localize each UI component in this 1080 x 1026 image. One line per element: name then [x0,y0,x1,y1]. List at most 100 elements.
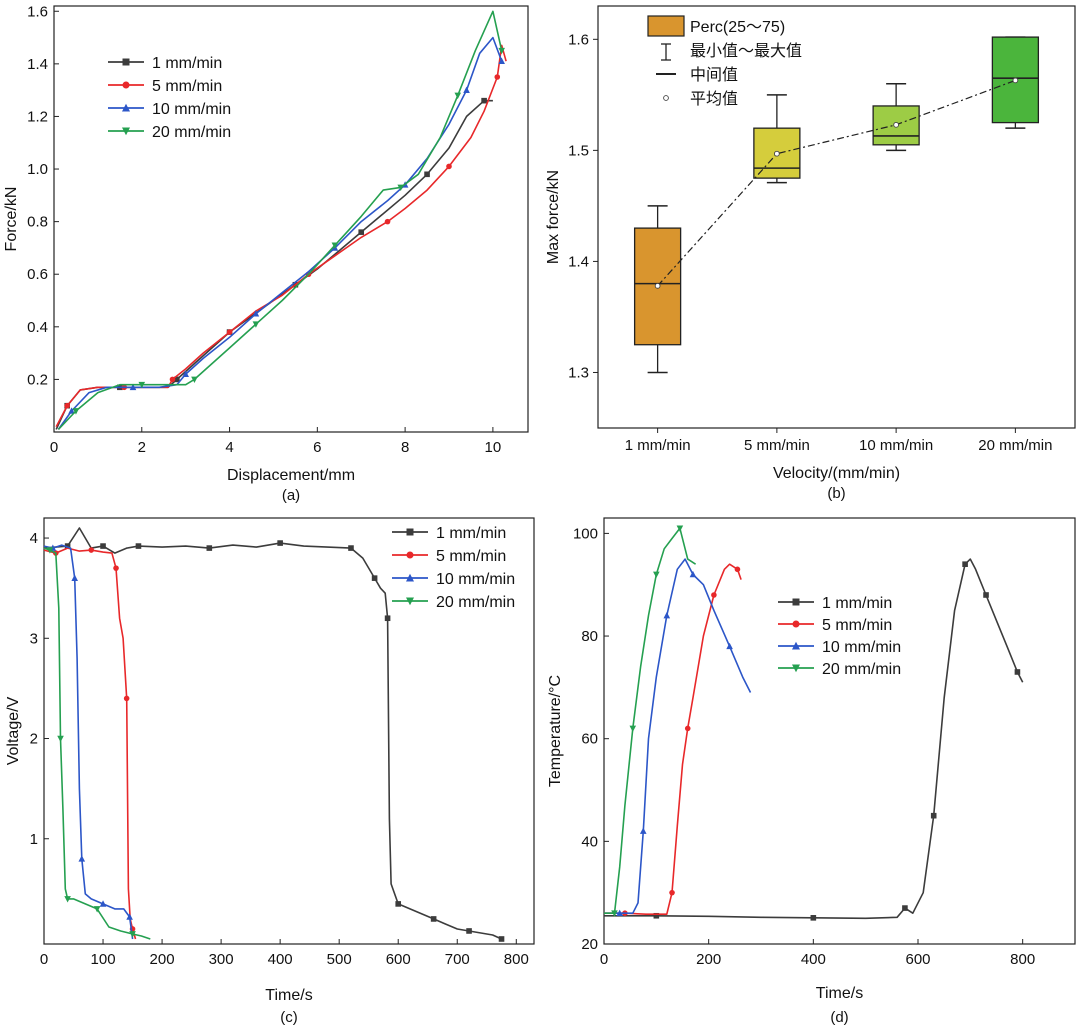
y-tick-label-b: 1.6 [568,31,589,48]
data-point-d-0 [810,915,817,921]
x-tick-label-a: 0 [50,439,58,456]
series-line-a-2 [57,36,503,430]
data-point-d-2 [726,642,733,650]
data-point-c-3 [129,931,136,938]
y-tick-label-c: 1 [30,831,38,848]
data-point-d-0 [902,905,908,911]
legend-mean-swatch [663,95,669,101]
data-point-a-2 [68,407,75,414]
data-point-c-0 [466,928,472,934]
x-tick-label-d: 400 [801,951,826,968]
y-tick-label-c: 2 [30,731,38,748]
legend-marker-c-1 [406,551,414,559]
y-tick-label-c: 3 [30,630,38,647]
data-point-a-1 [64,402,70,409]
x-tick-label-c: 500 [327,951,352,968]
data-point-d-1 [734,566,741,573]
data-point-d-2 [663,611,671,619]
data-point-d-3 [611,910,618,917]
series-line-d-3 [604,527,697,915]
legend-marker-a-3 [122,127,130,136]
legend-label-d-1: 5 mm/min [822,617,892,634]
data-point-c-2 [78,855,86,862]
data-point-d-0 [653,912,660,919]
legend-label-a-0: 1 mm/min [152,55,222,72]
x-axis-label-a: Displacement/mm [227,467,355,484]
panel-label-b: (b) [827,485,845,502]
x-tick-label-c: 100 [91,951,116,968]
plot-frame-c [43,517,535,945]
legend-marker-d-3 [792,664,800,673]
y-tick-label-b: 1.4 [568,253,589,270]
legend-label-c-1: 5 mm/min [436,548,506,565]
mean-marker-3 [1012,77,1019,84]
data-point-c-0 [277,540,283,546]
data-point-a-0 [481,97,487,104]
data-point-c-3 [93,906,101,913]
data-point-a-3 [498,47,505,55]
legend-label-range: 最小值～最大值 [690,42,802,60]
panel-label-d: (d) [830,1009,848,1026]
series-line-c-3 [43,547,151,940]
y-tick-label-d: 80 [581,628,598,645]
box-1 [753,127,801,179]
data-point-a-0 [424,171,430,178]
legend-label-median: 中间值 [690,66,738,84]
data-point-a-2 [182,370,189,377]
y-tick-label-a: 0.4 [27,319,48,336]
data-point-a-3 [252,321,260,328]
data-point-c-3 [46,547,54,554]
data-point-a-1 [446,163,452,170]
x-tick-label-d: 0 [600,951,608,968]
x-axis-label-b: Velocity/(mm/min) [773,465,900,482]
legend-marker-a-1 [122,81,130,89]
x-tick-label-c: 400 [268,951,293,968]
data-point-a-2 [463,86,470,93]
data-point-c-0 [135,543,142,549]
y-tick-label-a: 0.6 [27,266,48,283]
legend-label-c-0: 1 mm/min [436,525,506,542]
data-point-d-0 [930,812,937,819]
plot-frame-a [53,5,529,433]
data-point-a-1 [226,329,233,335]
data-point-d-2 [616,909,623,917]
data-point-a-3 [191,376,198,384]
series-line-a-0 [55,99,493,430]
x-tick-label-b: 5 mm/min [744,437,810,454]
x-tick-label-a: 6 [313,439,321,456]
x-tick-label-c: 600 [386,951,411,968]
data-point-d-2 [689,570,697,578]
data-point-c-0 [206,545,213,551]
legend-marker-d-1 [792,620,800,628]
data-point-a-2 [129,383,137,391]
x-tick-label-b: 20 mm/min [978,437,1052,454]
y-tick-label-c: 4 [30,530,38,547]
data-point-d-3 [676,525,684,532]
y-tick-label-b: 1.3 [568,364,589,381]
legend-label-c-3: 20 mm/min [436,594,515,611]
y-tick-label-d: 60 [581,731,598,748]
mean-marker-0 [654,283,661,289]
x-tick-label-c: 700 [445,951,470,968]
legend-label-c-2: 10 mm/min [436,571,515,588]
x-tick-label-b: 1 mm/min [625,437,691,454]
x-tick-label-a: 8 [401,439,409,456]
data-point-d-1 [684,725,691,732]
legend-label-a-3: 20 mm/min [152,124,231,141]
data-point-c-3 [57,735,64,743]
legend-marker-c-3 [406,597,414,606]
x-tick-label-a: 2 [138,439,146,456]
data-point-c-0 [384,615,391,622]
data-point-d-1 [669,889,675,896]
data-point-c-0 [395,901,402,907]
y-tick-label-a: 1.2 [27,108,48,125]
legend-label-d-3: 20 mm/min [822,661,901,678]
legend-label-d-0: 1 mm/min [822,595,892,612]
legend-label-a-2: 10 mm/min [152,101,231,118]
y-axis-label-c: Voltage/V [5,696,22,765]
data-point-c-2 [126,913,133,920]
mean-marker-1 [774,150,780,157]
data-point-d-3 [653,571,660,579]
plot-frame-b [597,5,1076,429]
